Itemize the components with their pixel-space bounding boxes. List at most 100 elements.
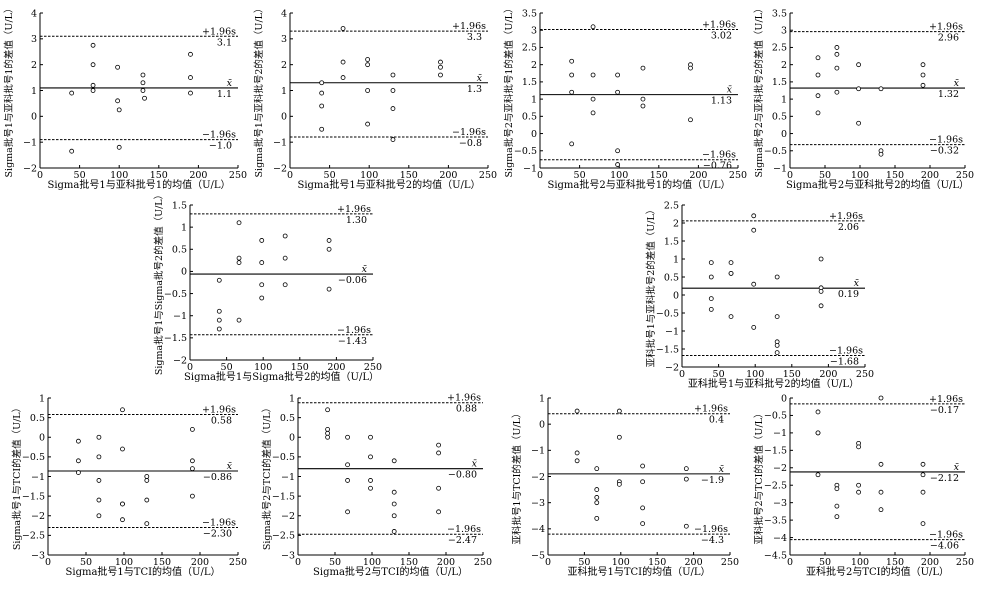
- mean-value: 1.1: [217, 89, 232, 100]
- y-tick-label: 0.5: [280, 413, 295, 424]
- lower-limit-label: −1.96s: [702, 150, 736, 161]
- data-point: [120, 407, 125, 413]
- data-point: [90, 82, 96, 88]
- y-tick-label: −2: [281, 511, 295, 522]
- x-tick-label: 0: [787, 557, 793, 568]
- y-tick-label: −2.5: [22, 531, 45, 542]
- data-point: [236, 317, 242, 323]
- data-point: [365, 121, 371, 127]
- y-tick-label: 2.5: [664, 200, 679, 211]
- x-tick-label: 100: [612, 557, 630, 568]
- lower-limit-value: −0.32: [930, 146, 959, 157]
- data-point: [144, 478, 150, 483]
- plot-panel-5: −2 −1.5 −1 −0.5 0 0.5 1 1.5 0 50 100 150 200 250 +1.96…: [153, 190, 382, 383]
- y-tick-label: −1.5: [164, 333, 187, 344]
- y-tick-label: −4.5: [764, 550, 787, 561]
- x-axis-title: Sigma批号2与亚科批号1的均值（U/L）: [547, 178, 730, 191]
- lower-limit-value: −2.30: [203, 529, 232, 540]
- x-tick-label: 0: [295, 557, 301, 568]
- data-point: [616, 434, 622, 440]
- data-point: [90, 42, 96, 48]
- data-point: [120, 517, 125, 523]
- data-point: [856, 120, 861, 126]
- data-point: [368, 478, 373, 483]
- data-point: [920, 461, 926, 467]
- x-tick-label: 100: [115, 557, 133, 568]
- data-point: [856, 444, 861, 450]
- data-point: [878, 507, 884, 513]
- mean-label: x̄: [954, 462, 960, 473]
- y-tick-label: 0.5: [664, 272, 679, 283]
- upper-limit-label: +1.96s: [452, 21, 486, 32]
- data-point: [216, 326, 222, 332]
- y-axis-title: Sigma批号2与亚科批号1的差值（U/L）: [503, 4, 515, 178]
- data-point: [878, 86, 884, 92]
- mean-value: −2.12: [930, 473, 959, 484]
- y-tick-label: 4: [281, 8, 287, 19]
- y-tick-label: −1: [273, 137, 287, 148]
- y-tick-label: 1.5: [172, 200, 187, 211]
- x-tick-label: 100: [254, 362, 272, 373]
- data-point: [688, 65, 693, 71]
- data-point: [815, 430, 821, 436]
- data-point: [90, 88, 96, 93]
- lower-limit-value: −4.3: [701, 535, 724, 546]
- y-tick-label: −1.5: [272, 491, 295, 502]
- y-tick-label: 1: [39, 393, 45, 404]
- data-point: [436, 450, 442, 456]
- data-point: [594, 487, 600, 492]
- x-tick-label: 250: [956, 170, 974, 181]
- data-point: [574, 450, 580, 456]
- data-point: [728, 260, 734, 266]
- data-point: [76, 470, 81, 475]
- x-tick-label: 250: [474, 557, 492, 568]
- data-point: [345, 434, 350, 440]
- data-point: [116, 107, 122, 113]
- upper-limit-value: 0.58: [211, 415, 232, 426]
- mean-label: x̄: [477, 73, 483, 84]
- data-point: [120, 501, 125, 507]
- data-point: [144, 521, 150, 526]
- y-tick-label: 0: [289, 433, 295, 444]
- x-axis-title: Sigma批号2与TCI的均值（U/L）: [313, 565, 468, 578]
- x-tick-label: 150: [400, 170, 418, 181]
- x-tick-label: 0: [45, 557, 51, 568]
- x-tick-label: 200: [189, 170, 207, 181]
- data-point: [815, 472, 821, 478]
- data-point: [216, 317, 222, 323]
- upper-limit-value: −0.17: [930, 405, 959, 416]
- x-tick-label: 150: [400, 557, 418, 568]
- data-point: [708, 296, 714, 302]
- data-point: [878, 461, 884, 467]
- y-tick-label: −2: [31, 511, 45, 522]
- data-point: [834, 514, 840, 520]
- data-point: [368, 485, 373, 491]
- data-point: [774, 350, 780, 356]
- data-point: [96, 497, 102, 503]
- data-point: [683, 466, 689, 472]
- x-tick-label: 50: [74, 170, 86, 181]
- data-point: [282, 233, 288, 239]
- y-axis-title: Sigma批号1与Sigma批号2的差值（U/L）: [153, 190, 165, 375]
- y-tick-label: 0: [181, 267, 187, 278]
- data-point: [920, 72, 926, 78]
- lower-limit-label: −1.96s: [694, 524, 728, 535]
- data-point: [683, 523, 689, 529]
- x-tick-label: 150: [153, 557, 171, 568]
- x-tick-label: 100: [851, 170, 869, 181]
- data-point: [920, 62, 926, 68]
- lower-limit-label: −1.96s: [202, 130, 236, 141]
- y-tick-label: −1.5: [22, 491, 45, 502]
- data-point: [345, 462, 350, 468]
- data-point: [390, 137, 396, 142]
- x-tick-label: 200: [191, 557, 209, 568]
- lower-limit-value: −1.0: [209, 141, 232, 152]
- data-point: [438, 64, 443, 70]
- y-tick-label: 0: [781, 129, 787, 140]
- x-tick-label: 200: [819, 369, 837, 380]
- data-point: [834, 503, 840, 509]
- lower-limit-label: −1.96s: [447, 524, 481, 535]
- data-point: [615, 162, 621, 167]
- upper-limit-value: 0.4: [709, 415, 724, 426]
- data-point: [594, 515, 600, 521]
